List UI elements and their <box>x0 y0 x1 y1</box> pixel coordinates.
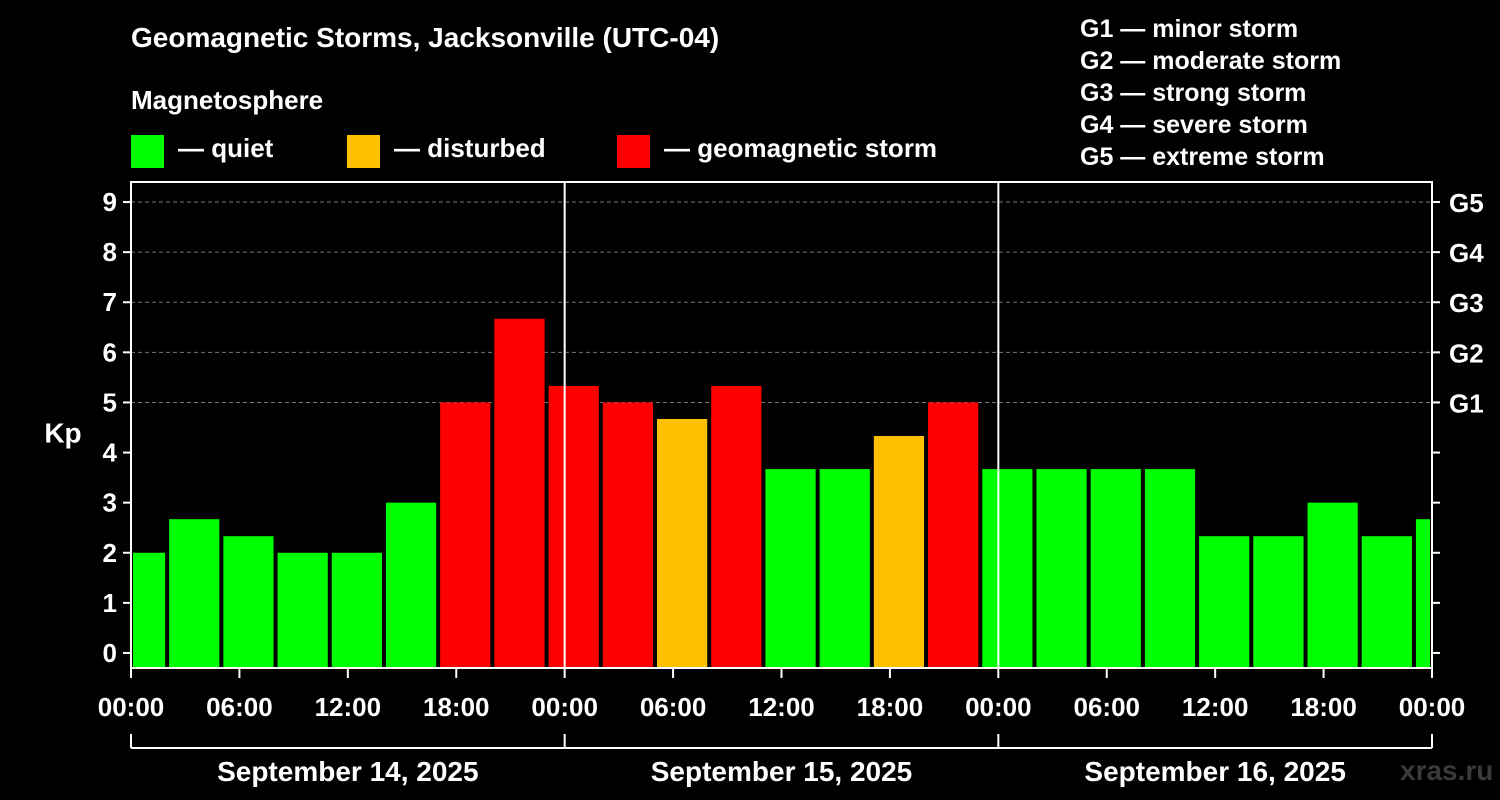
bar-19 <box>1144 469 1196 668</box>
bar-5 <box>385 502 437 668</box>
x-tick-label-4: 00:00 <box>531 692 598 722</box>
chart-title: Geomagnetic Storms, Jacksonville (UTC-04… <box>131 22 720 53</box>
bar-13 <box>819 469 870 668</box>
bar-17 <box>1036 469 1087 668</box>
y-tick-label-4: 4 <box>103 438 118 468</box>
x-tick-label-8: 00:00 <box>965 692 1032 722</box>
day-label-1: September 15, 2025 <box>651 756 913 787</box>
bar-11 <box>711 385 762 668</box>
storm-scale-g5: G5 — extreme storm <box>1080 143 1325 171</box>
x-tick-label-0: 00:00 <box>98 692 165 722</box>
bar-9 <box>602 402 654 668</box>
g-label-g4: G4 <box>1449 238 1484 268</box>
bar-14 <box>873 436 925 668</box>
x-tick-label-1: 06:00 <box>206 692 273 722</box>
bar-21 <box>1253 536 1304 668</box>
legend-swatch-quiet <box>131 135 164 168</box>
legend-label-quiet: — quiet <box>178 133 274 163</box>
storm-scale-g4: G4 — severe storm <box>1080 111 1308 139</box>
storm-scale-g2: G2 — moderate storm <box>1080 47 1342 75</box>
bar-10 <box>657 418 708 668</box>
y-tick-label-1: 1 <box>103 588 117 618</box>
bar-0 <box>133 552 166 668</box>
y-tick-label-7: 7 <box>103 287 117 317</box>
bar-12 <box>765 469 816 668</box>
bar-16 <box>982 469 1033 668</box>
y-axis-label: Kp <box>44 418 81 449</box>
y-tick-label-2: 2 <box>103 538 117 568</box>
storm-scale-g1: G1 — minor storm <box>1080 15 1299 43</box>
bar-3 <box>277 552 328 668</box>
y-tick-label-0: 0 <box>103 638 117 668</box>
x-tick-label-10: 12:00 <box>1182 692 1249 722</box>
watermark: xras.ru <box>1400 755 1494 786</box>
bar-24 <box>1415 519 1430 668</box>
bar-18 <box>1090 469 1141 668</box>
x-tick-label-3: 18:00 <box>423 692 490 722</box>
x-tick-label-6: 12:00 <box>748 692 815 722</box>
day-label-0: September 14, 2025 <box>217 756 479 787</box>
storm-scale-g3: G3 — strong storm <box>1080 79 1307 107</box>
bar-4 <box>331 552 382 668</box>
bar-22 <box>1307 502 1358 668</box>
bar-1 <box>169 519 220 668</box>
day-label-2: September 16, 2025 <box>1084 756 1346 787</box>
y-tick-label-6: 6 <box>103 337 117 367</box>
legend-label-disturbed: — disturbed <box>394 133 546 163</box>
x-tick-label-2: 12:00 <box>315 692 382 722</box>
g-label-g1: G1 <box>1449 388 1484 418</box>
y-tick-label-9: 9 <box>103 187 117 217</box>
x-tick-label-11: 18:00 <box>1290 692 1357 722</box>
y-tick-label-3: 3 <box>103 488 117 518</box>
legend-label-storm: — geomagnetic storm <box>664 133 938 163</box>
bar-20 <box>1199 536 1250 668</box>
g-label-g2: G2 <box>1449 338 1484 368</box>
bar-6 <box>440 402 491 668</box>
y-tick-label-5: 5 <box>103 387 117 417</box>
x-tick-label-7: 18:00 <box>857 692 924 722</box>
legend-subtitle: Magnetosphere <box>131 85 324 115</box>
x-tick-label-9: 06:00 <box>1074 692 1141 722</box>
x-tick-label-5: 06:00 <box>640 692 707 722</box>
legend-swatch-storm <box>617 135 650 168</box>
g-label-g3: G3 <box>1449 288 1484 318</box>
legend-swatch-disturbed <box>347 135 380 168</box>
bar-15 <box>928 402 979 668</box>
x-tick-label-12: 00:00 <box>1399 692 1466 722</box>
bar-7 <box>494 318 545 668</box>
bar-23 <box>1361 536 1412 668</box>
g-label-g5: G5 <box>1449 188 1484 218</box>
bar-2 <box>223 536 274 668</box>
bar-8 <box>548 385 599 668</box>
y-tick-label-8: 8 <box>103 237 117 267</box>
